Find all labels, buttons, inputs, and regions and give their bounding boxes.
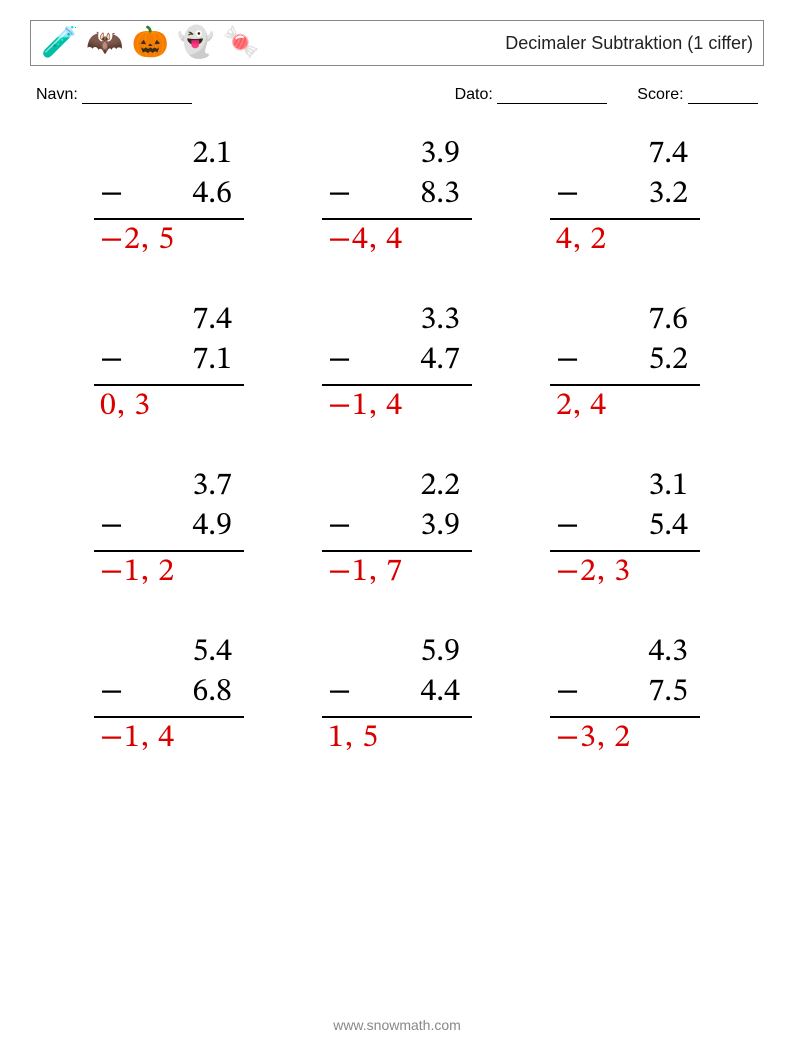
pumpkin-icon: 🎃 — [132, 28, 169, 58]
date-label: Dato: — [455, 86, 493, 103]
name-field: Navn: — [36, 86, 192, 104]
header-bar: 🧪 🦇 🎃 👻 🍬 Decimaler Subtraktion (1 ciffe… — [30, 20, 764, 66]
score-label: Score: — [637, 86, 683, 103]
answer: −3, 2 — [550, 718, 700, 758]
subtrahend-row: −3.2 — [550, 174, 700, 214]
page-title: Decimaler Subtraktion (1 ciffer) — [505, 33, 753, 54]
subtrahend-row: −7.1 — [94, 340, 244, 380]
minus-icon: − — [328, 340, 351, 380]
minuend: 7.4 — [94, 300, 244, 340]
minus-icon: − — [100, 672, 123, 712]
minus-icon: − — [100, 340, 123, 380]
name-blank[interactable] — [82, 87, 192, 104]
subtrahend-row: −3.9 — [322, 506, 472, 546]
score-field: Score: — [637, 86, 758, 104]
problem-4: 7.4−7.1 0, 3 — [94, 300, 244, 426]
subtrahend-row: −4.6 — [94, 174, 244, 214]
problem-8: 2.2−3.9 −1, 7 — [322, 466, 472, 592]
subtrahend: 8.3 — [353, 174, 472, 214]
subtrahend: 4.9 — [125, 506, 244, 546]
problem-3: 7.4−3.2 4, 2 — [550, 134, 700, 260]
subtrahend: 7.1 — [125, 340, 244, 380]
minus-icon: − — [328, 672, 351, 712]
answer: −1, 7 — [322, 552, 472, 592]
problem-6: 7.6−5.2 2, 4 — [550, 300, 700, 426]
subtrahend: 7.5 — [581, 672, 700, 712]
minus-icon: − — [556, 340, 579, 380]
problem-7: 3.7−4.9 −1, 2 — [94, 466, 244, 592]
minuend: 3.7 — [94, 466, 244, 506]
problem-2: 3.9−8.3 −4, 4 — [322, 134, 472, 260]
problem-9: 3.1−5.4 −2, 3 — [550, 466, 700, 592]
answer: 4, 2 — [550, 220, 700, 260]
answer: −1, 4 — [322, 386, 472, 426]
minus-icon: − — [556, 506, 579, 546]
subtrahend: 4.6 — [125, 174, 244, 214]
minuend: 3.9 — [322, 134, 472, 174]
problem-11: 5.9−4.4 1, 5 — [322, 632, 472, 758]
subtrahend-row: −4.9 — [94, 506, 244, 546]
subtrahend: 5.4 — [581, 506, 700, 546]
answer: −1, 4 — [94, 718, 244, 758]
header-icons: 🧪 🦇 🎃 👻 🍬 — [41, 28, 260, 58]
minus-icon: − — [328, 174, 351, 214]
subtrahend-row: −8.3 — [322, 174, 472, 214]
score-blank[interactable] — [688, 87, 758, 104]
minuend: 7.6 — [550, 300, 700, 340]
minuend: 5.4 — [94, 632, 244, 672]
minus-icon: − — [556, 174, 579, 214]
subtrahend-row: −4.7 — [322, 340, 472, 380]
minuend: 5.9 — [322, 632, 472, 672]
date-blank[interactable] — [497, 87, 607, 104]
problem-10: 5.4−6.8 −1, 4 — [94, 632, 244, 758]
answer: 1, 5 — [322, 718, 472, 758]
minus-icon: − — [328, 506, 351, 546]
minus-icon: − — [100, 506, 123, 546]
answer: −2, 3 — [550, 552, 700, 592]
minuend: 7.4 — [550, 134, 700, 174]
subtrahend: 6.8 — [125, 672, 244, 712]
info-fields: Navn: Dato: Score: — [36, 86, 758, 104]
subtrahend: 3.9 — [353, 506, 472, 546]
subtrahend: 4.7 — [353, 340, 472, 380]
minuend: 3.3 — [322, 300, 472, 340]
minuend: 2.1 — [94, 134, 244, 174]
subtrahend: 5.2 — [581, 340, 700, 380]
subtrahend-row: −7.5 — [550, 672, 700, 712]
name-label: Navn: — [36, 86, 78, 103]
problems-grid: 2.1−4.6−2, 53.9−8.3−4, 47.4−3.24, 27.4−7… — [30, 134, 764, 758]
answer: 0, 3 — [94, 386, 244, 426]
date-field: Dato: — [455, 86, 608, 104]
minuend: 4.3 — [550, 632, 700, 672]
candy-icon: 🍬 — [222, 28, 259, 58]
minus-icon: − — [100, 174, 123, 214]
subtrahend-row: −5.2 — [550, 340, 700, 380]
problem-5: 3.3−4.7 −1, 4 — [322, 300, 472, 426]
ghost-icon: 👻 — [177, 28, 214, 58]
footer-url: www.snowmath.com — [0, 1017, 794, 1033]
subtrahend-row: −6.8 — [94, 672, 244, 712]
subtrahend: 4.4 — [353, 672, 472, 712]
bat-icon: 🦇 — [86, 28, 123, 58]
minus-icon: − — [556, 672, 579, 712]
answer: −1, 2 — [94, 552, 244, 592]
flask-icon: 🧪 — [41, 28, 78, 58]
minuend: 2.2 — [322, 466, 472, 506]
problem-12: 4.3−7.5 −3, 2 — [550, 632, 700, 758]
minuend: 3.1 — [550, 466, 700, 506]
answer: −4, 4 — [322, 220, 472, 260]
answer: 2, 4 — [550, 386, 700, 426]
subtrahend-row: −5.4 — [550, 506, 700, 546]
worksheet-page: 🧪 🦇 🎃 👻 🍬 Decimaler Subtraktion (1 ciffe… — [0, 0, 794, 1053]
problem-1: 2.1−4.6 −2, 5 — [94, 134, 244, 260]
answer: −2, 5 — [94, 220, 244, 260]
subtrahend-row: −4.4 — [322, 672, 472, 712]
subtrahend: 3.2 — [581, 174, 700, 214]
